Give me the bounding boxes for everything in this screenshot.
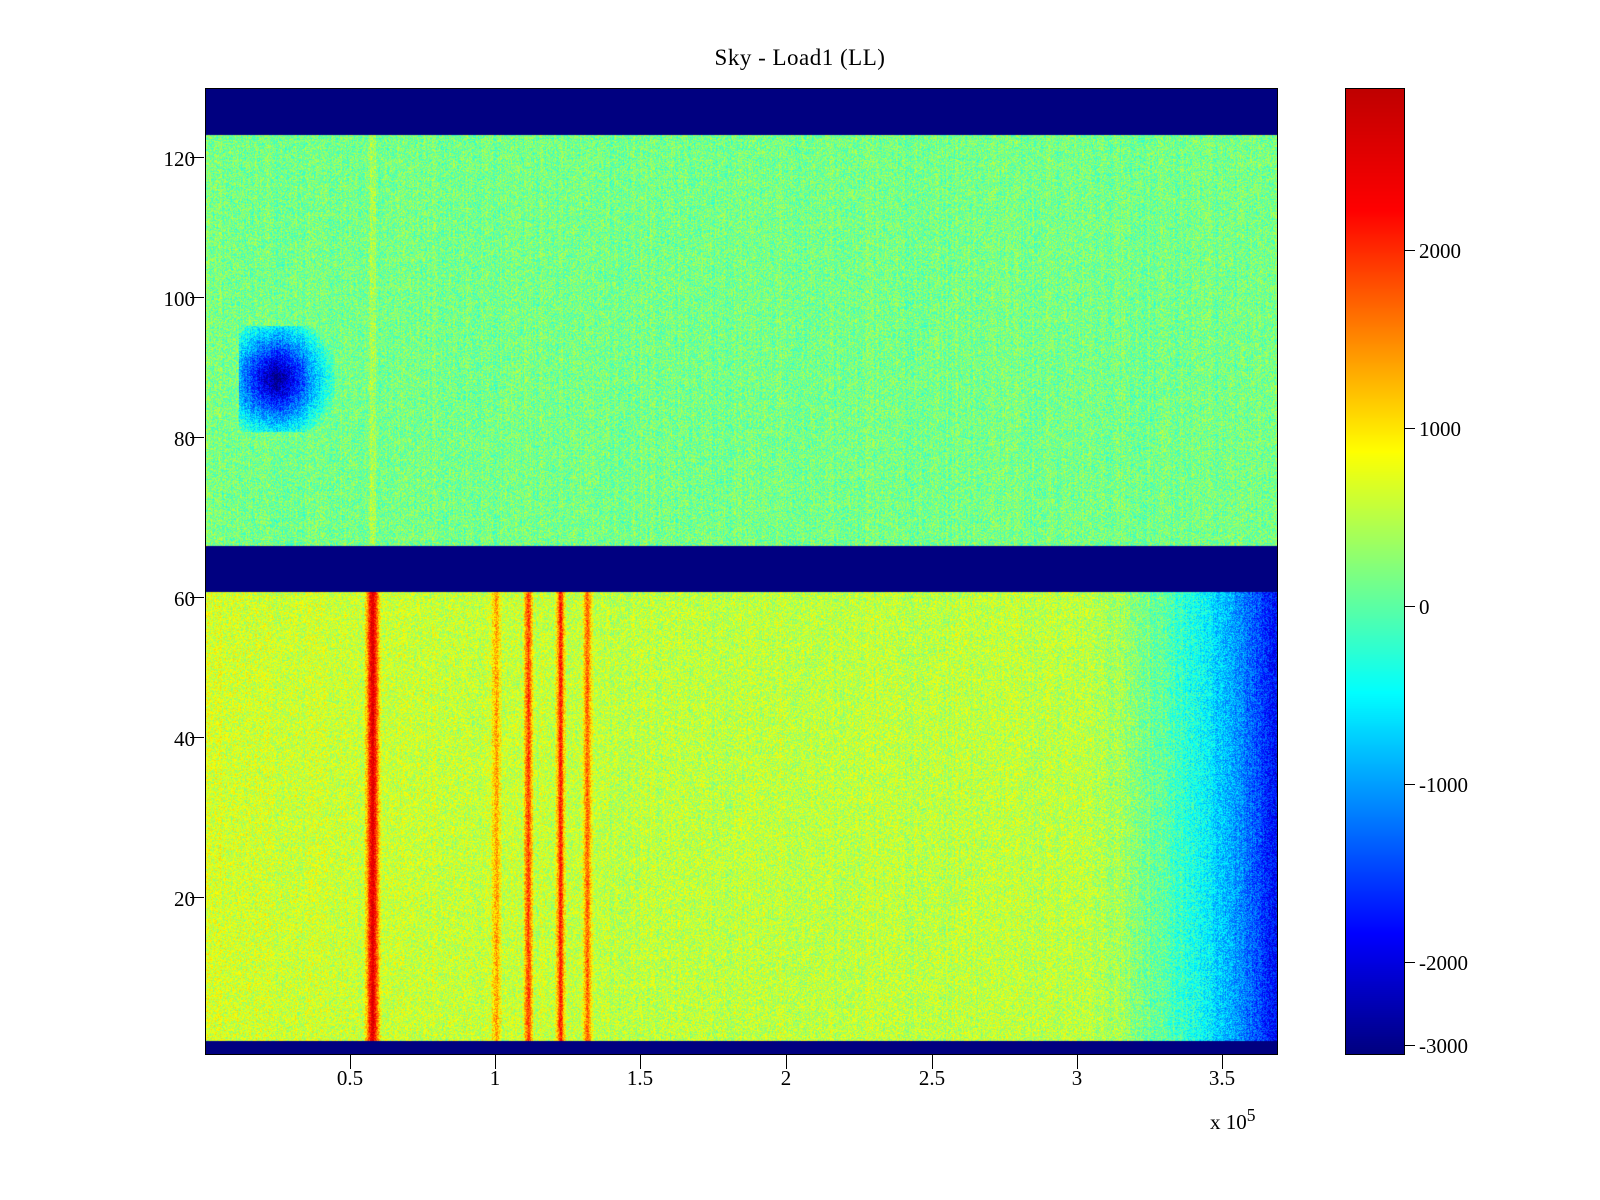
cbtick-label-1000: 1000 <box>1419 417 1461 442</box>
ytick-label-60: 60 <box>140 587 195 612</box>
xtick-label-2: 1.5 <box>610 1066 670 1091</box>
xtick-label-3: 2 <box>756 1066 816 1091</box>
cbtick-mark <box>1405 1045 1415 1046</box>
figure-root: Sky - Load1 (LL) 120 100 80 60 40 20 0.5… <box>0 0 1600 1200</box>
cbtick-label-2000: 2000 <box>1419 239 1461 264</box>
cbtick-mark <box>1405 606 1415 607</box>
ytick-label-120: 120 <box>140 147 195 172</box>
xtick-label-1: 1 <box>465 1066 525 1091</box>
xtick-label-4: 2.5 <box>902 1066 962 1091</box>
xtick-label-0: 0.5 <box>320 1066 380 1091</box>
cbtick-mark <box>1405 784 1415 785</box>
ytick-label-100: 100 <box>140 287 195 312</box>
cbtick-label-neg2000: -2000 <box>1419 951 1468 976</box>
xtick-label-5: 3 <box>1047 1066 1107 1091</box>
ytick-label-80: 80 <box>140 427 195 452</box>
heatmap-plot-area[interactable] <box>205 88 1278 1055</box>
colorbar-canvas[interactable] <box>1345 88 1405 1055</box>
cbtick-mark <box>1405 962 1415 963</box>
cbtick-mark <box>1405 250 1415 251</box>
cbtick-mark <box>1405 428 1415 429</box>
chart-title: Sky - Load1 (LL) <box>0 45 1600 71</box>
ytick-label-40: 40 <box>140 727 195 752</box>
cbtick-label-neg1000: -1000 <box>1419 773 1468 798</box>
cbtick-label-neg3000: -3000 <box>1419 1034 1468 1059</box>
xtick-label-6: 3.5 <box>1192 1066 1252 1091</box>
colorbar[interactable]: 2000 1000 0 -1000 -2000 -3000 <box>1345 88 1405 1055</box>
cbtick-label-0: 0 <box>1419 595 1430 620</box>
ytick-label-20: 20 <box>140 887 195 912</box>
x-axis-exponent-label: x 105 <box>1210 1105 1256 1135</box>
heatmap-canvas[interactable] <box>206 89 1278 1055</box>
